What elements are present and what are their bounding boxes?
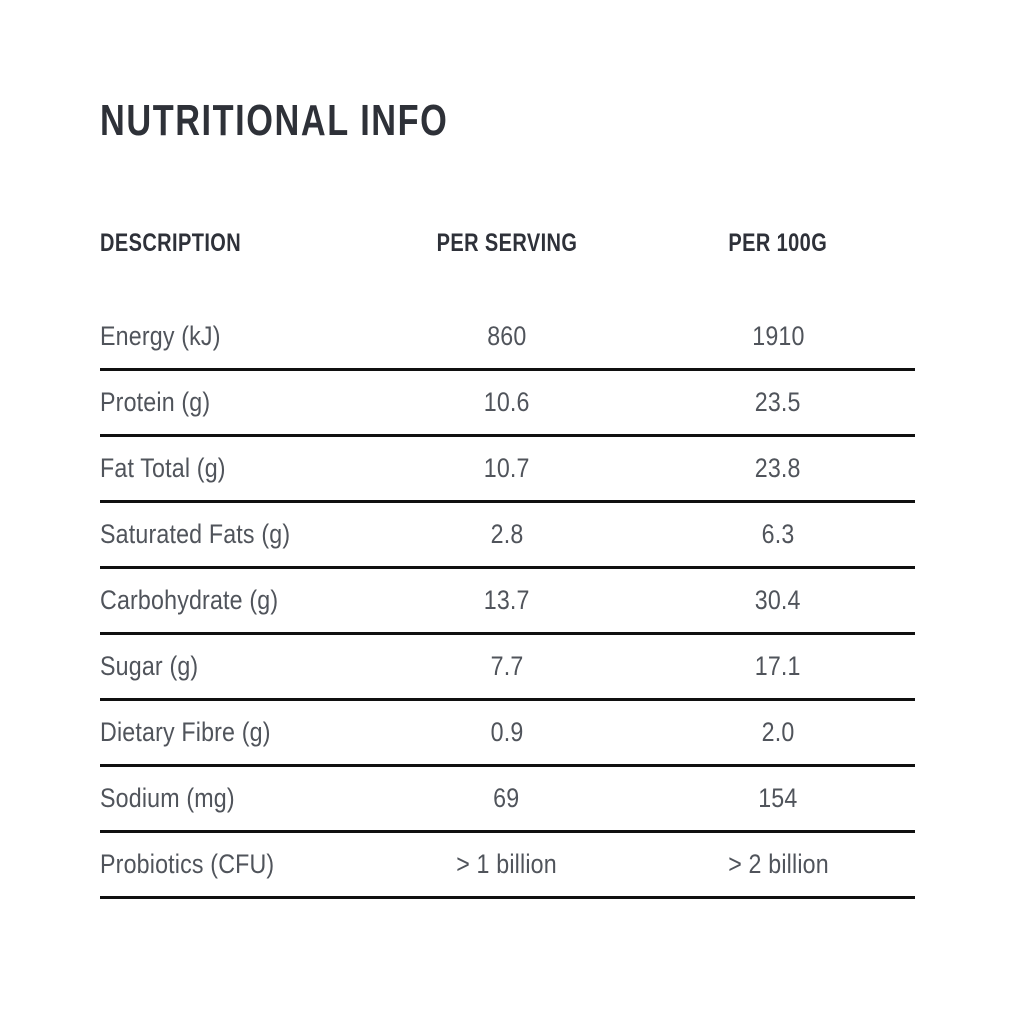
per-serving-value: 13.7: [483, 585, 530, 615]
row-label: Saturated Fats (g): [100, 519, 291, 549]
content-area: NUTRITIONAL INFO DESCRIPTION PER SERVING…: [100, 0, 915, 899]
per-serving-value: 69: [493, 783, 520, 813]
table-row-sugar: Sugar (g) 7.7 17.1: [100, 635, 915, 701]
table-body: Energy (kJ) 860 1910 Protein (g) 10.6 23…: [100, 305, 915, 899]
per-100g-value: > 2 billion: [727, 849, 829, 879]
row-label: Dietary Fibre (g): [100, 717, 271, 747]
per-serving-value: > 1 billion: [456, 849, 557, 879]
row-label: Carbohydrate (g): [100, 585, 279, 615]
page-title: NUTRITIONAL INFO: [100, 98, 915, 144]
per-100g-value: 17.1: [755, 651, 801, 681]
row-label: Protein (g): [100, 387, 211, 417]
per-serving-value: 0.9: [490, 717, 524, 747]
row-label: Sugar (g): [100, 651, 199, 681]
column-header-per-100g: PER 100G: [728, 228, 828, 257]
per-serving-value: 10.7: [483, 453, 530, 483]
row-label: Fat Total (g): [100, 453, 226, 483]
table-row-energy: Energy (kJ) 860 1910: [100, 305, 915, 371]
per-100g-value: 1910: [751, 321, 805, 351]
row-label: Probiotics (CFU): [100, 849, 275, 879]
per-100g-value: 6.3: [761, 519, 795, 549]
table-row-saturated-fats: Saturated Fats (g) 2.8 6.3: [100, 503, 915, 569]
column-header-description: DESCRIPTION: [100, 228, 242, 257]
column-header-per-serving: PER SERVING: [436, 228, 578, 257]
per-serving-value: 7.7: [490, 651, 524, 681]
table-header-row: DESCRIPTION PER SERVING PER 100G: [100, 228, 915, 258]
table-row-fat-total: Fat Total (g) 10.7 23.8: [100, 437, 915, 503]
per-100g-value: 23.5: [755, 387, 801, 417]
table-row-protein: Protein (g) 10.6 23.5: [100, 371, 915, 437]
per-100g-value: 23.8: [755, 453, 801, 483]
table-row-carbohydrate: Carbohydrate (g) 13.7 30.4: [100, 569, 915, 635]
row-label: Sodium (mg): [100, 783, 235, 813]
per-serving-value: 2.8: [490, 519, 524, 549]
table-row-probiotics: Probiotics (CFU) > 1 billion > 2 billion: [100, 833, 915, 899]
per-100g-value: 154: [758, 783, 798, 813]
row-label: Energy (kJ): [100, 321, 221, 351]
per-100g-value: 30.4: [755, 585, 801, 615]
per-serving-value: 10.6: [483, 387, 530, 417]
per-100g-value: 2.0: [761, 717, 795, 747]
table-row-sodium: Sodium (mg) 69 154: [100, 767, 915, 833]
table-row-dietary-fibre: Dietary Fibre (g) 0.9 2.0: [100, 701, 915, 767]
per-serving-value: 860: [487, 321, 527, 351]
page-title-text: NUTRITIONAL INFO: [100, 96, 449, 145]
